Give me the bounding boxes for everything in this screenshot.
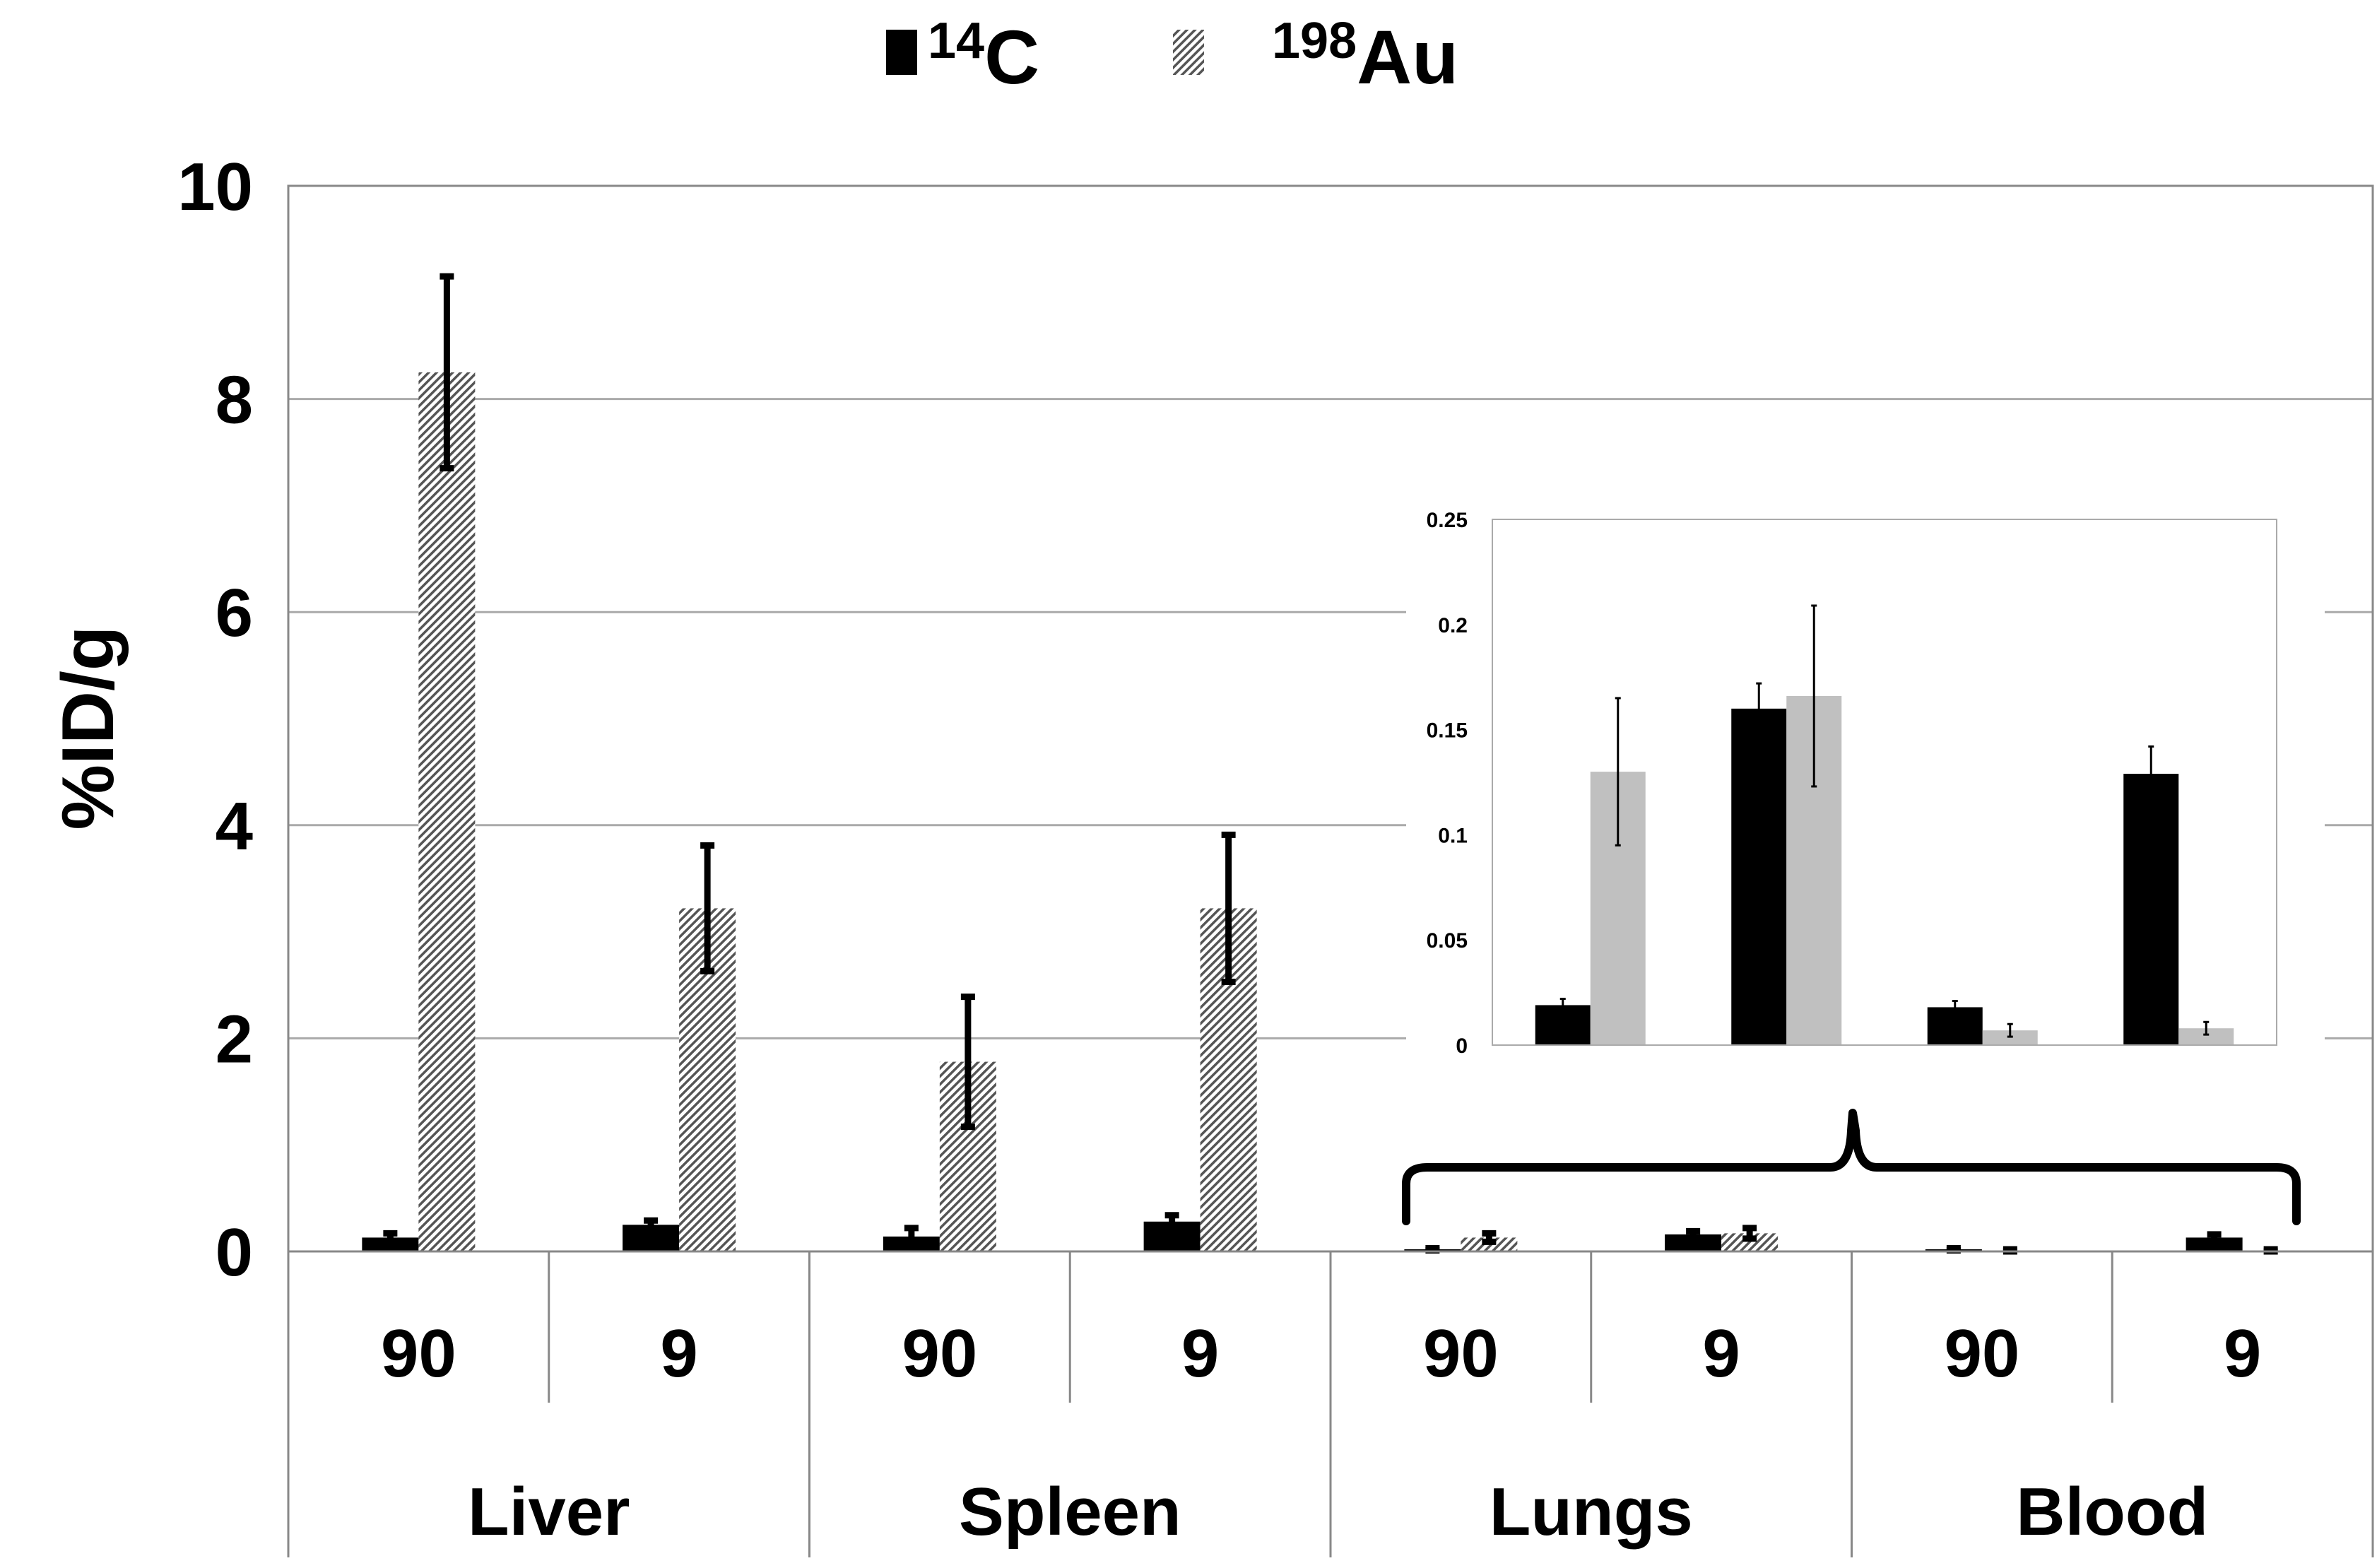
- error-bar: [1425, 1244, 1440, 1254]
- main-bars: [362, 372, 2299, 1251]
- error-bar: [1482, 1230, 1497, 1245]
- x-tick-label: 90: [381, 1316, 456, 1391]
- inset-brace: [1402, 1109, 2301, 1225]
- x-group-label: Lungs: [1490, 1474, 1693, 1550]
- inset-y-tick-label: 0.25: [1427, 509, 1468, 532]
- main-y-tick-label: 0: [216, 1215, 253, 1290]
- error-bar: [1221, 831, 1236, 985]
- error-bar: [1686, 1227, 1701, 1241]
- inset-y-tick-label: 0.1: [1438, 824, 1468, 847]
- x-group-label: Spleen: [959, 1474, 1181, 1550]
- error-bar: [700, 842, 715, 974]
- main-x-axis: 90 9 90 9 90 9 90 9 Liver Spleen Lungs Blood: [287, 1251, 2374, 1557]
- bar-198au: [418, 372, 476, 1251]
- error-bar: [1946, 1244, 1961, 1254]
- x-tick-label: 90: [902, 1316, 977, 1391]
- bar-14c: [2186, 1237, 2243, 1251]
- inset-y-tick-label: 0: [1456, 1034, 1468, 1058]
- error-bar: [383, 1230, 398, 1245]
- inset-bar-14c: [2123, 774, 2179, 1045]
- legend-name-14c: C: [984, 14, 1039, 100]
- inset-y-tick-label: 0.05: [1427, 929, 1468, 953]
- x-tick-label: 90: [1944, 1316, 2019, 1391]
- inset-error-bar: [1615, 697, 1621, 847]
- inset-y-tick-labels: 0 0.05 0.1 0.15 0.2 0.25: [1427, 509, 1468, 1058]
- inset-error-bar: [1811, 604, 1817, 788]
- inset-error-bars: [1559, 604, 2210, 1038]
- inset-background: [1406, 495, 2325, 1081]
- x-tick-label: 9: [660, 1316, 697, 1391]
- inset-error-bar: [2007, 1022, 2013, 1038]
- error-bar: [1742, 1225, 1757, 1242]
- inset-y-tick-label: 0.2: [1438, 614, 1468, 637]
- x-tick-label: 9: [1181, 1316, 1219, 1391]
- main-y-tick-labels: 0 2 4 6 8 10: [177, 149, 253, 1290]
- inset-bar-198au: [2178, 1028, 2234, 1045]
- legend-swatch-198au: [1173, 30, 1204, 75]
- legend-sup-198au: 198: [1272, 13, 1357, 69]
- inset-bar-14c: [1731, 708, 1787, 1045]
- error-bar: [1164, 1212, 1179, 1232]
- inset-error-bar: [2148, 745, 2154, 803]
- legend-label-198au: 198Au: [1272, 13, 1458, 100]
- error-bar: [440, 273, 454, 472]
- main-error-bars: [383, 273, 2278, 1255]
- y-axis-label: %ID/g: [47, 626, 129, 830]
- inset-error-bar: [1756, 682, 1762, 736]
- inset-chart: 0 0.05 0.1 0.15 0.2 0.25: [1406, 495, 2325, 1081]
- legend: 14C 198Au: [886, 13, 1458, 100]
- x-group-label: Liver: [468, 1474, 630, 1550]
- main-y-tick-label: 2: [216, 1001, 253, 1077]
- x-group-label: Blood: [2016, 1474, 2208, 1550]
- error-bar: [644, 1217, 659, 1232]
- main-y-tick-label: 10: [177, 149, 253, 225]
- legend-swatch-14c: [886, 30, 917, 75]
- main-y-tick-label: 8: [216, 362, 253, 438]
- legend-label-14c: 14C: [928, 13, 1039, 100]
- inset-error-bar: [1952, 1000, 1958, 1015]
- main-y-tick-label: 4: [216, 789, 253, 864]
- main-y-tick-label: 6: [216, 575, 253, 651]
- x-tick-label: 9: [2224, 1316, 2261, 1391]
- inset-plot-frame: [1492, 519, 2277, 1046]
- x-tick-label: 90: [1423, 1316, 1499, 1391]
- inset-error-bar: [2203, 1020, 2210, 1036]
- legend-sup-14c: 14: [928, 13, 984, 69]
- inset-y-tick-label: 0.15: [1427, 719, 1468, 743]
- legend-name-198au: Au: [1357, 14, 1458, 100]
- inset-error-bar: [1559, 998, 1566, 1013]
- error-bar: [2207, 1231, 2222, 1244]
- error-bar: [904, 1225, 919, 1249]
- error-bar: [960, 994, 975, 1131]
- x-tick-label: 9: [1702, 1316, 1740, 1391]
